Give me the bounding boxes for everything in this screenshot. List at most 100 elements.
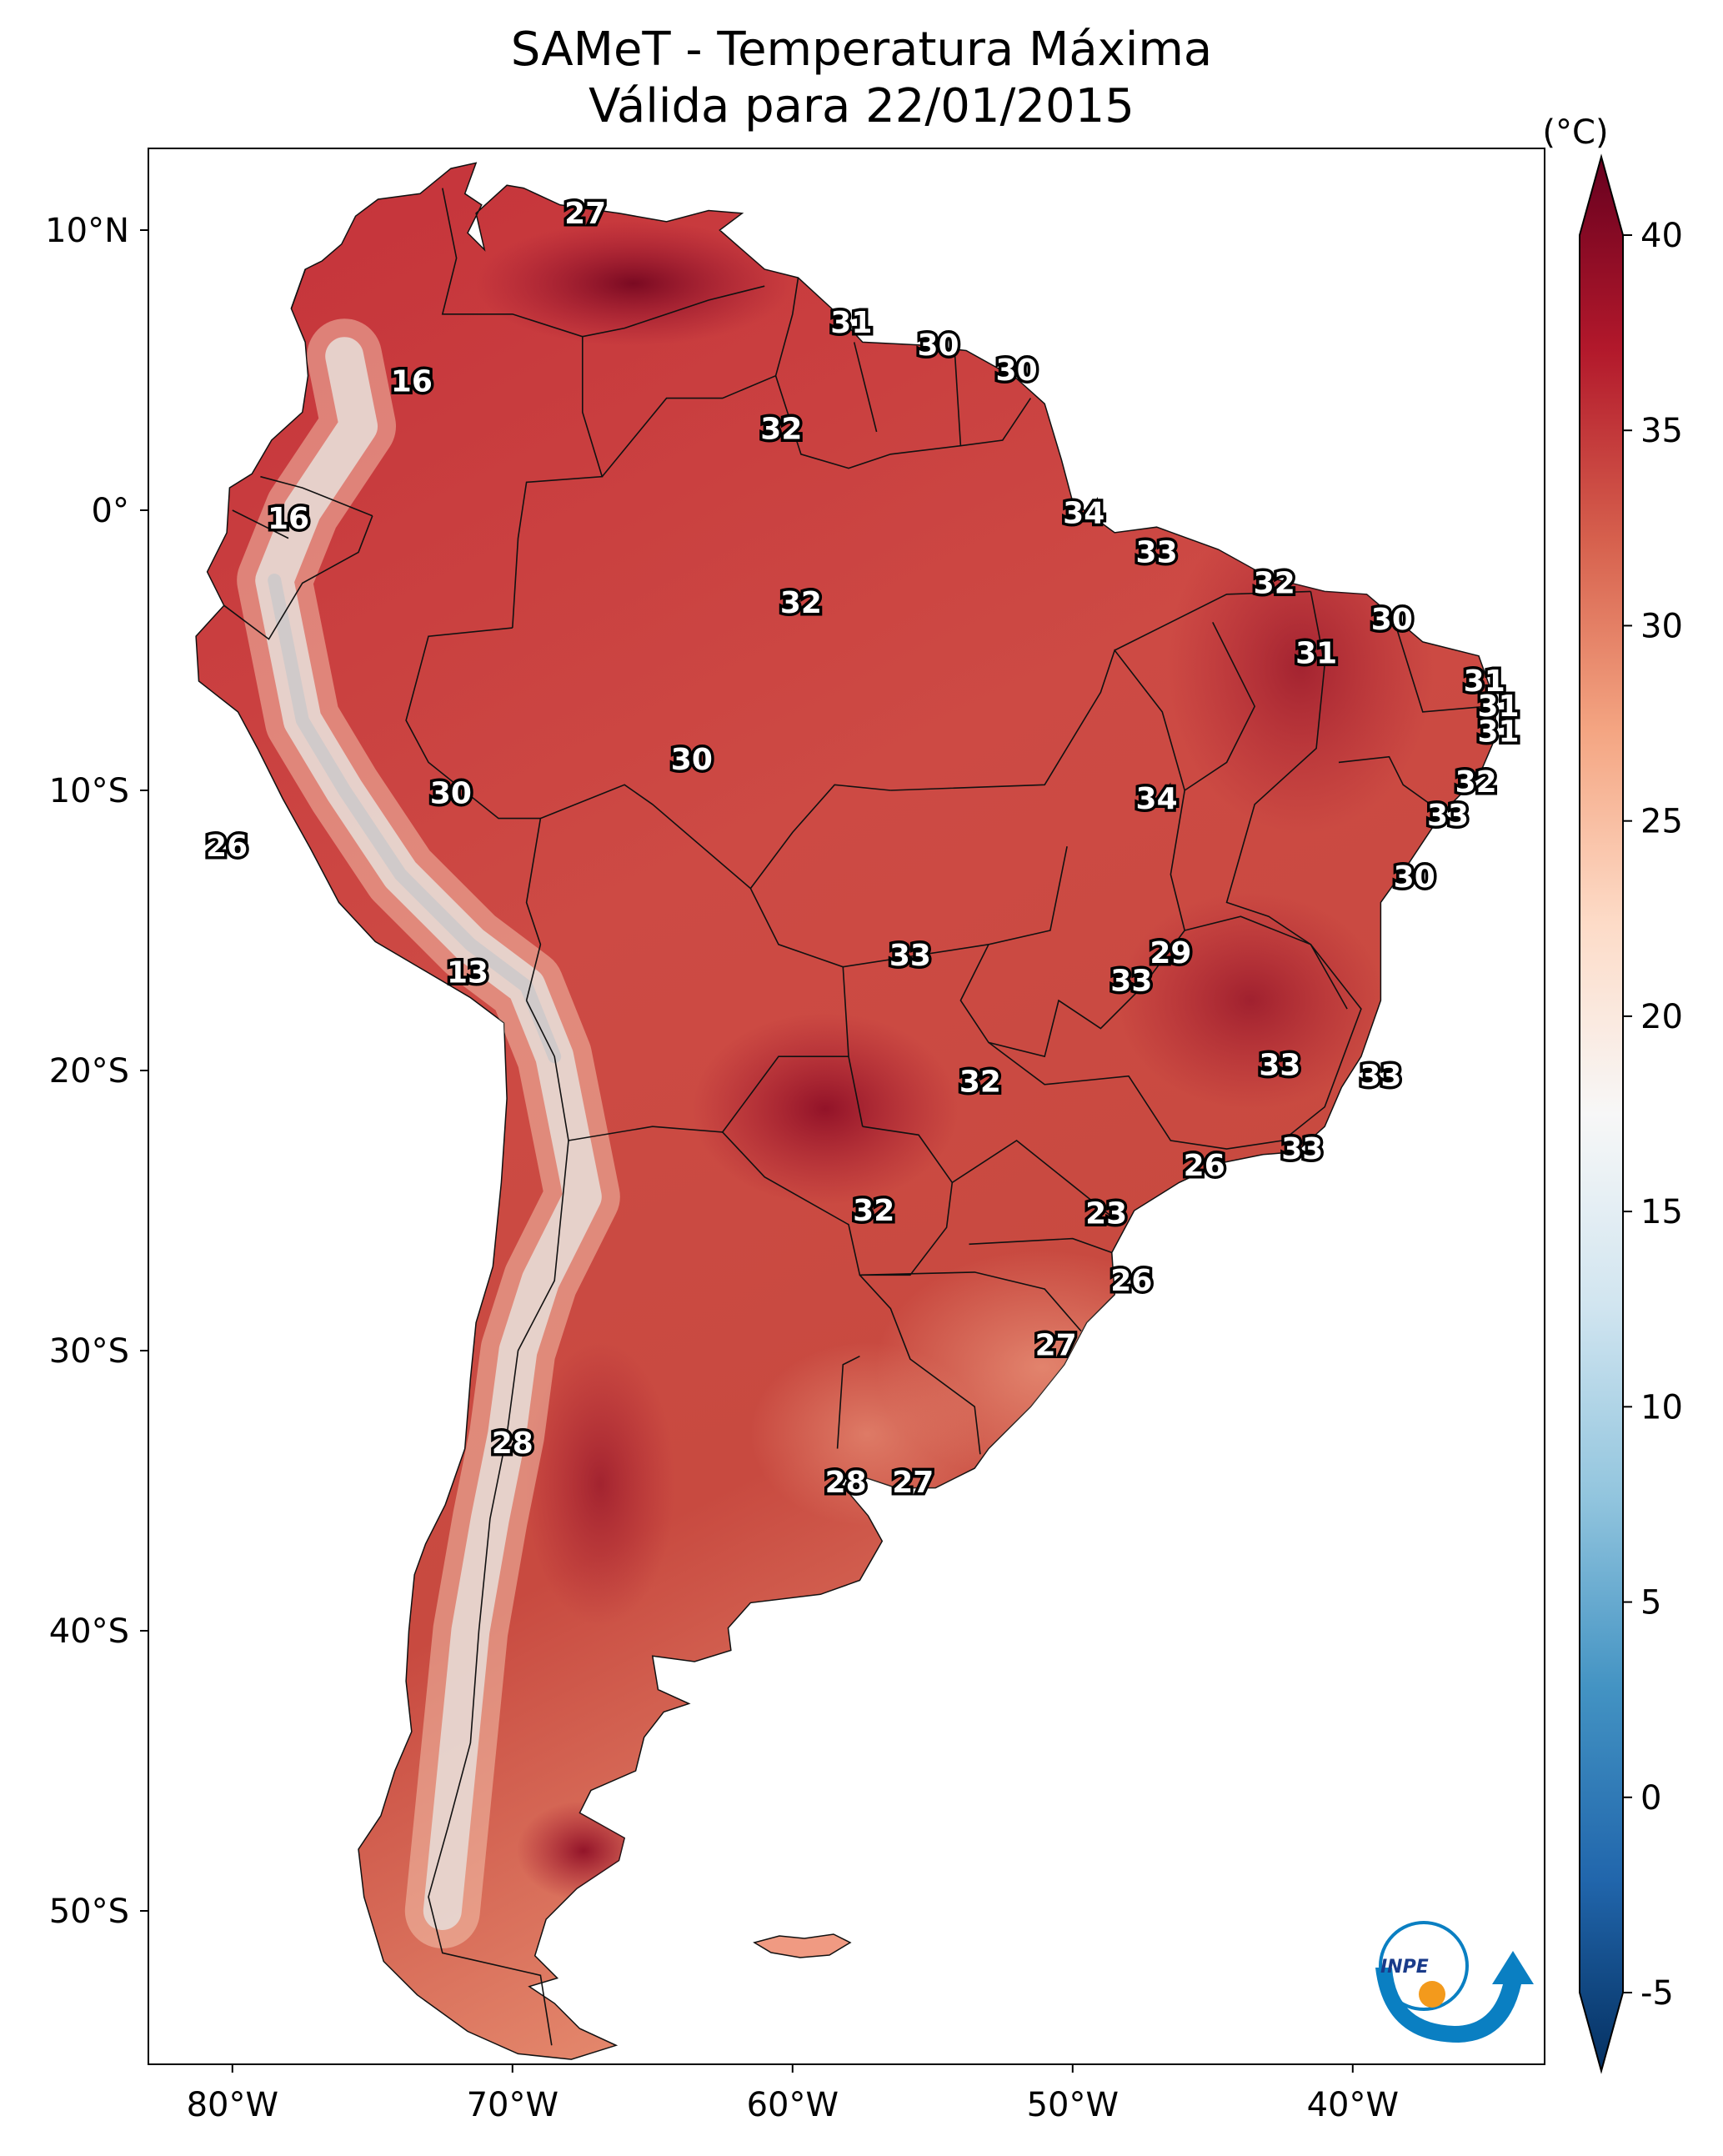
- border-line: [859, 1274, 981, 1455]
- border-line: [441, 188, 604, 629]
- isotherm-label: 29: [1150, 936, 1191, 970]
- map-title: SAMeT - Temperatura Máxima: [510, 23, 1213, 77]
- isotherm-label: 27: [1035, 1328, 1077, 1362]
- colorbar-tick-label: 30: [1640, 607, 1683, 645]
- border-line: [232, 509, 289, 539]
- border-line: [405, 627, 542, 1001]
- colorbar-tick-label: 40: [1640, 217, 1683, 255]
- isotherm-label: 33: [1136, 535, 1178, 569]
- isotherm-label: 33: [1281, 1132, 1323, 1166]
- isotherm-label: 13: [447, 955, 488, 990]
- isotherm-label: 26: [1110, 1264, 1152, 1298]
- isotherm-label: 32: [780, 586, 822, 620]
- border-line: [969, 1237, 1113, 1254]
- border-line: [1394, 622, 1488, 713]
- colorbar-ticks: 40 35 30 25 20 15 10 5 0 -5: [1623, 217, 1683, 2013]
- isotherm-label: 33: [1360, 1060, 1401, 1094]
- lon-tick-label: 40°W: [1307, 2086, 1399, 2124]
- border-line: [988, 1041, 1283, 1150]
- border-line: [749, 784, 891, 890]
- logo-dot-icon: [1419, 1981, 1445, 2008]
- colorbar-tick-label: 15: [1640, 1193, 1683, 1231]
- border-line: [1114, 590, 1311, 651]
- border-line: [890, 649, 1186, 931]
- isotherm-label: 32: [853, 1194, 894, 1228]
- isotherm-label: 31: [1295, 636, 1337, 670]
- hot-area-chaco: [692, 1013, 959, 1205]
- isotherm-label: 30: [671, 743, 713, 777]
- logo-ring-icon: [1379, 1921, 1469, 2011]
- colorbar-tick-label: 5: [1640, 1584, 1661, 1622]
- logo-text: INPE: [1380, 1957, 1429, 1978]
- isotherm-label: 26: [206, 830, 248, 864]
- isotherm-label: 33: [1110, 964, 1152, 998]
- lon-tick-label: 70°W: [467, 2086, 558, 2124]
- isotherm-label: 30: [996, 353, 1038, 388]
- colorbar-tick-label: 35: [1640, 412, 1683, 450]
- colorbar-tick-label: 25: [1640, 803, 1683, 841]
- border-line: [722, 1126, 954, 1276]
- isotherm-label: 28: [825, 1466, 867, 1500]
- longitude-axis: 80°W 70°W 60°W 50°W 40°W: [187, 2064, 1399, 2124]
- lat-tick-label: 10°S: [49, 772, 129, 810]
- colorbar-tick-label: -5: [1640, 1974, 1674, 2013]
- border-line: [525, 1000, 849, 1141]
- border-line: [540, 784, 864, 1127]
- border-line: [1185, 915, 1362, 1141]
- isotherm-label: 30: [1394, 860, 1435, 895]
- lat-tick-label: 0°: [92, 492, 129, 530]
- colorbar: (°C) 40 35 30 25 20 15 10 5 0 -5: [1542, 113, 1683, 2074]
- border-line: [290, 268, 306, 309]
- border-line: [843, 944, 989, 968]
- isotherm-label: 30: [1371, 603, 1413, 637]
- isotherm-label: 33: [1259, 1048, 1300, 1082]
- isotherm-label: 27: [892, 1466, 934, 1500]
- border-line: [951, 1140, 1115, 1220]
- isotherm-label: 30: [917, 328, 959, 363]
- isotherm-label: 32: [760, 413, 802, 447]
- isotherm-label: 31: [1477, 689, 1519, 724]
- lat-tick-label: 40°S: [49, 1612, 129, 1651]
- isotherm-label: 32: [1455, 765, 1497, 800]
- border-line: [223, 515, 373, 640]
- border-line: [582, 285, 765, 338]
- isotherm-label: 26: [1184, 1149, 1225, 1183]
- border-line: [954, 356, 962, 446]
- border-line: [428, 1140, 569, 2046]
- isotherm-label: 33: [1427, 799, 1469, 833]
- isotherm-label: 23: [1085, 1196, 1127, 1231]
- colorbar-tick-label: 0: [1640, 1779, 1661, 1818]
- isotherm-label: 16: [268, 502, 309, 536]
- lat-tick-label: 10°N: [45, 212, 129, 250]
- isotherm-label: 31: [830, 306, 872, 340]
- continent: [195, 162, 1496, 2060]
- isotherm-label: 34: [1063, 496, 1104, 530]
- lat-tick-label: 50°S: [49, 1893, 129, 1931]
- border-line: [959, 846, 1185, 1058]
- isotherm-label: 32: [959, 1065, 1001, 1099]
- lon-tick-label: 80°W: [187, 2086, 278, 2124]
- lon-tick-label: 50°W: [1027, 2086, 1119, 2124]
- hot-area-venezuela: [475, 221, 792, 346]
- latitude-axis: 10°N 0° 10°S 20°S 30°S 40°S 50°S: [45, 212, 148, 1931]
- country-borders: [223, 188, 1488, 2046]
- logo-swoosh-icon: [1375, 1951, 1534, 2043]
- border-line: [853, 342, 878, 433]
- warm-area-uruguay: [750, 1342, 984, 1526]
- isotherm-label: 34: [1136, 782, 1178, 816]
- hot-area-se-brazil: [1117, 892, 1384, 1109]
- border-line: [601, 277, 799, 478]
- falkland-islands: [753, 1933, 852, 1958]
- isotherm-label: 27: [564, 197, 606, 231]
- isotherm-label: 31: [1464, 664, 1505, 699]
- isotherm-label: 31: [1477, 714, 1519, 749]
- colorbar-unit: (°C): [1542, 113, 1608, 152]
- isotherm-label: 30: [430, 776, 472, 810]
- border-line: [836, 1355, 860, 1449]
- isotherm-label: 28: [492, 1426, 533, 1461]
- lat-tick-label: 30°S: [49, 1332, 129, 1371]
- colorbar-tick-label: 10: [1640, 1388, 1683, 1426]
- isotherm-label: 16: [391, 364, 433, 399]
